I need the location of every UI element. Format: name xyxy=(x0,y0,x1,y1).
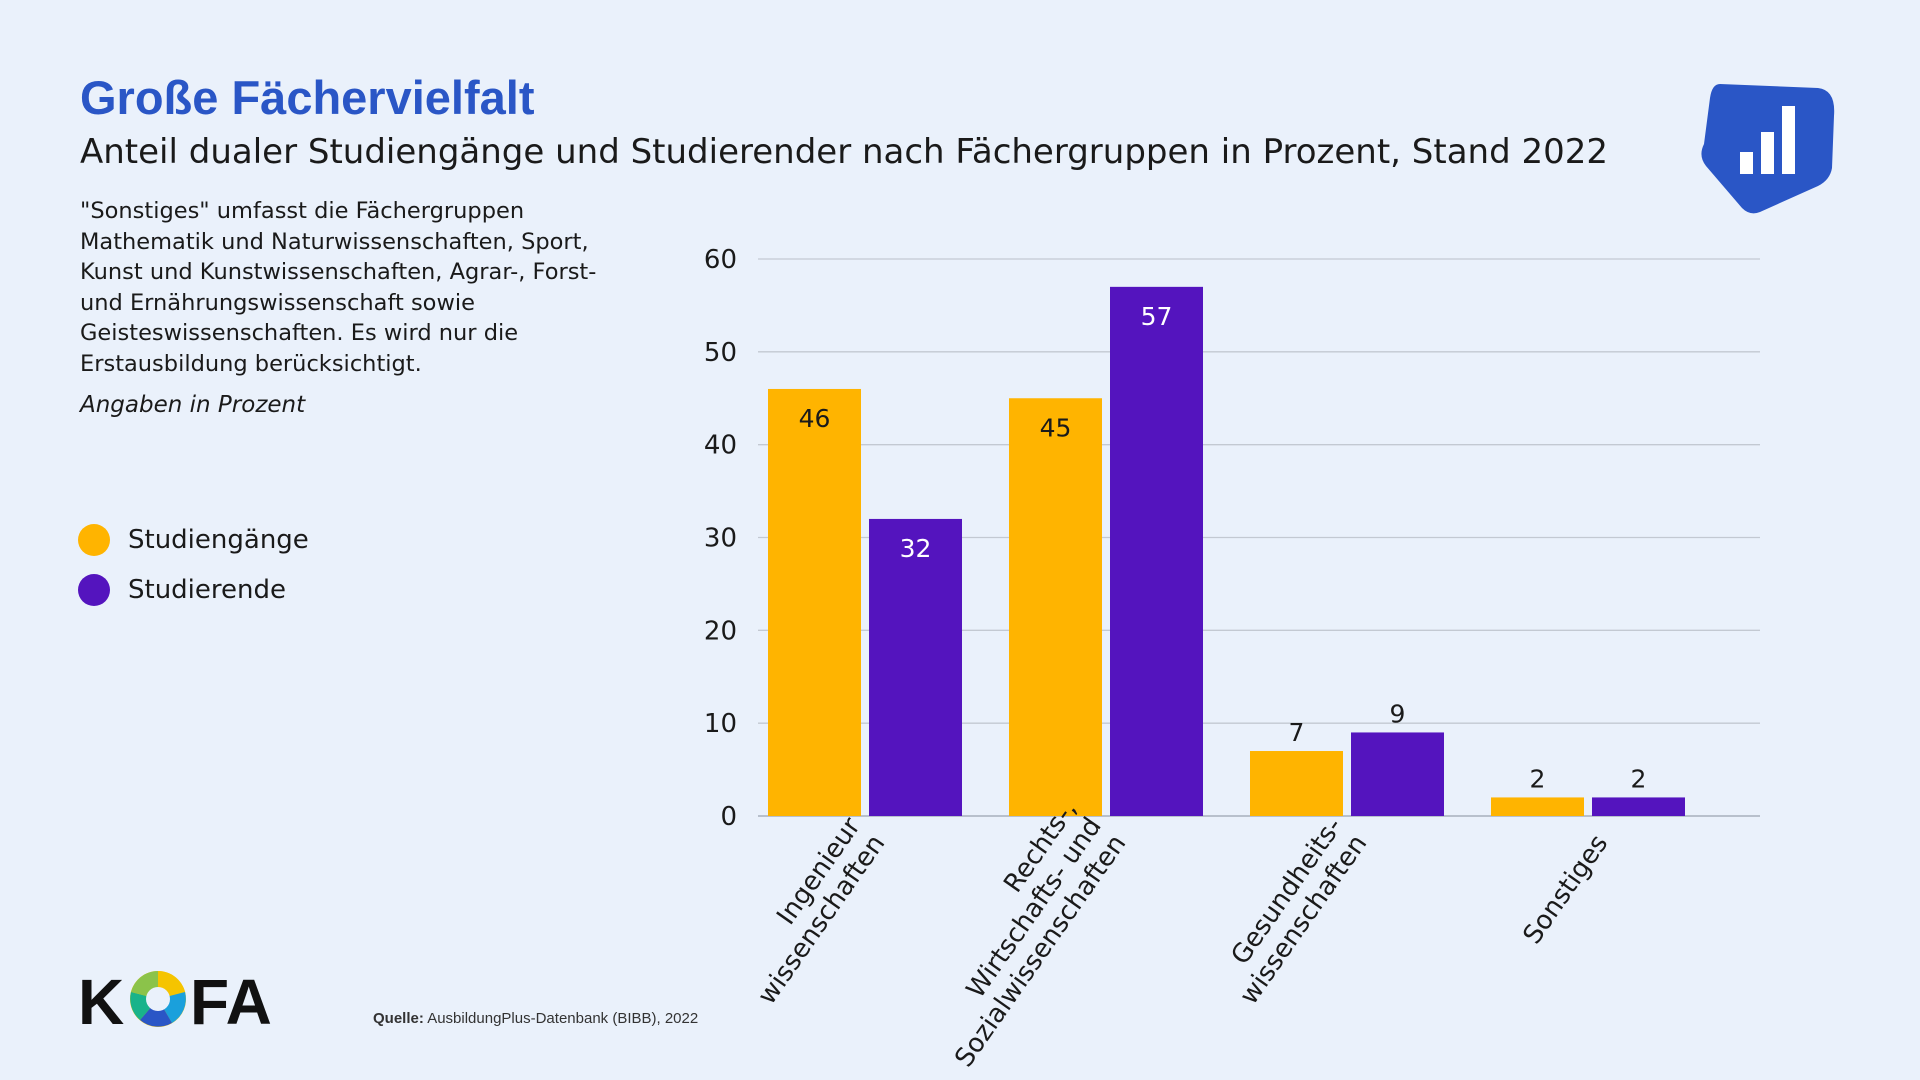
bar xyxy=(1250,751,1343,816)
bar-chart-badge-icon xyxy=(1701,84,1835,214)
bar xyxy=(1351,732,1444,816)
x-category-label: Rechts-,Wirtschafts- undSozialwissenscha… xyxy=(949,795,1132,1073)
legend-item-studiengaenge: Studiengänge xyxy=(78,515,309,565)
x-category-label: Sonstiges xyxy=(1517,829,1614,949)
bar-value-label: 2 xyxy=(1530,764,1546,793)
y-tick-label: 30 xyxy=(704,524,737,554)
legend-label-studiengaenge: Studiengänge xyxy=(128,525,309,555)
bar xyxy=(869,518,962,816)
y-tick-label: 10 xyxy=(704,709,737,739)
bar xyxy=(1491,797,1584,816)
x-category-label-line: Sonstiges xyxy=(1517,829,1614,949)
source-note: Quelle: AusbildungPlus-Datenbank (BIBB),… xyxy=(373,1010,698,1027)
bar-value-label: 9 xyxy=(1390,699,1406,728)
bar-value-label: 57 xyxy=(1141,302,1173,331)
legend-swatch-studierende xyxy=(78,574,110,606)
svg-text:FA: FA xyxy=(190,968,272,1030)
bar-value-label: 45 xyxy=(1040,413,1072,442)
legend-swatch-studiengaenge xyxy=(78,524,110,556)
legend: Studiengänge Studierende xyxy=(78,515,309,615)
bar xyxy=(1009,398,1102,816)
bar-value-label: 7 xyxy=(1289,718,1305,747)
bar xyxy=(1110,286,1203,817)
x-category-label: Gesundheits-wissenschaften xyxy=(1225,812,1373,1010)
y-tick-label: 60 xyxy=(704,245,737,275)
source-text: AusbildungPlus-Datenbank (BIBB), 2022 xyxy=(427,1010,699,1027)
source-label: Quelle: xyxy=(373,1010,424,1027)
svg-text:K: K xyxy=(78,968,124,1030)
legend-label-studierende: Studierende xyxy=(128,575,286,605)
unit-note: Angaben in Prozent xyxy=(80,392,306,418)
bar-value-label: 32 xyxy=(900,534,932,563)
y-tick-label: 50 xyxy=(704,338,737,368)
y-tick-label: 40 xyxy=(704,431,737,461)
chart-subtitle: Anteil dualer Studiengänge und Studieren… xyxy=(80,132,1608,172)
bar-value-label: 46 xyxy=(799,404,831,433)
legend-item-studierende: Studierende xyxy=(78,565,309,615)
y-tick-label: 20 xyxy=(704,616,737,646)
y-tick-label: 0 xyxy=(720,802,737,832)
definition-note: "Sonstiges" umfasst die Fächergruppen Ma… xyxy=(80,198,597,377)
bar-value-label: 2 xyxy=(1631,764,1647,793)
chart-title: Große Fächervielfalt xyxy=(80,71,535,124)
kofa-logo: K FA xyxy=(78,968,272,1030)
bar xyxy=(768,388,861,816)
bar xyxy=(1592,797,1685,816)
